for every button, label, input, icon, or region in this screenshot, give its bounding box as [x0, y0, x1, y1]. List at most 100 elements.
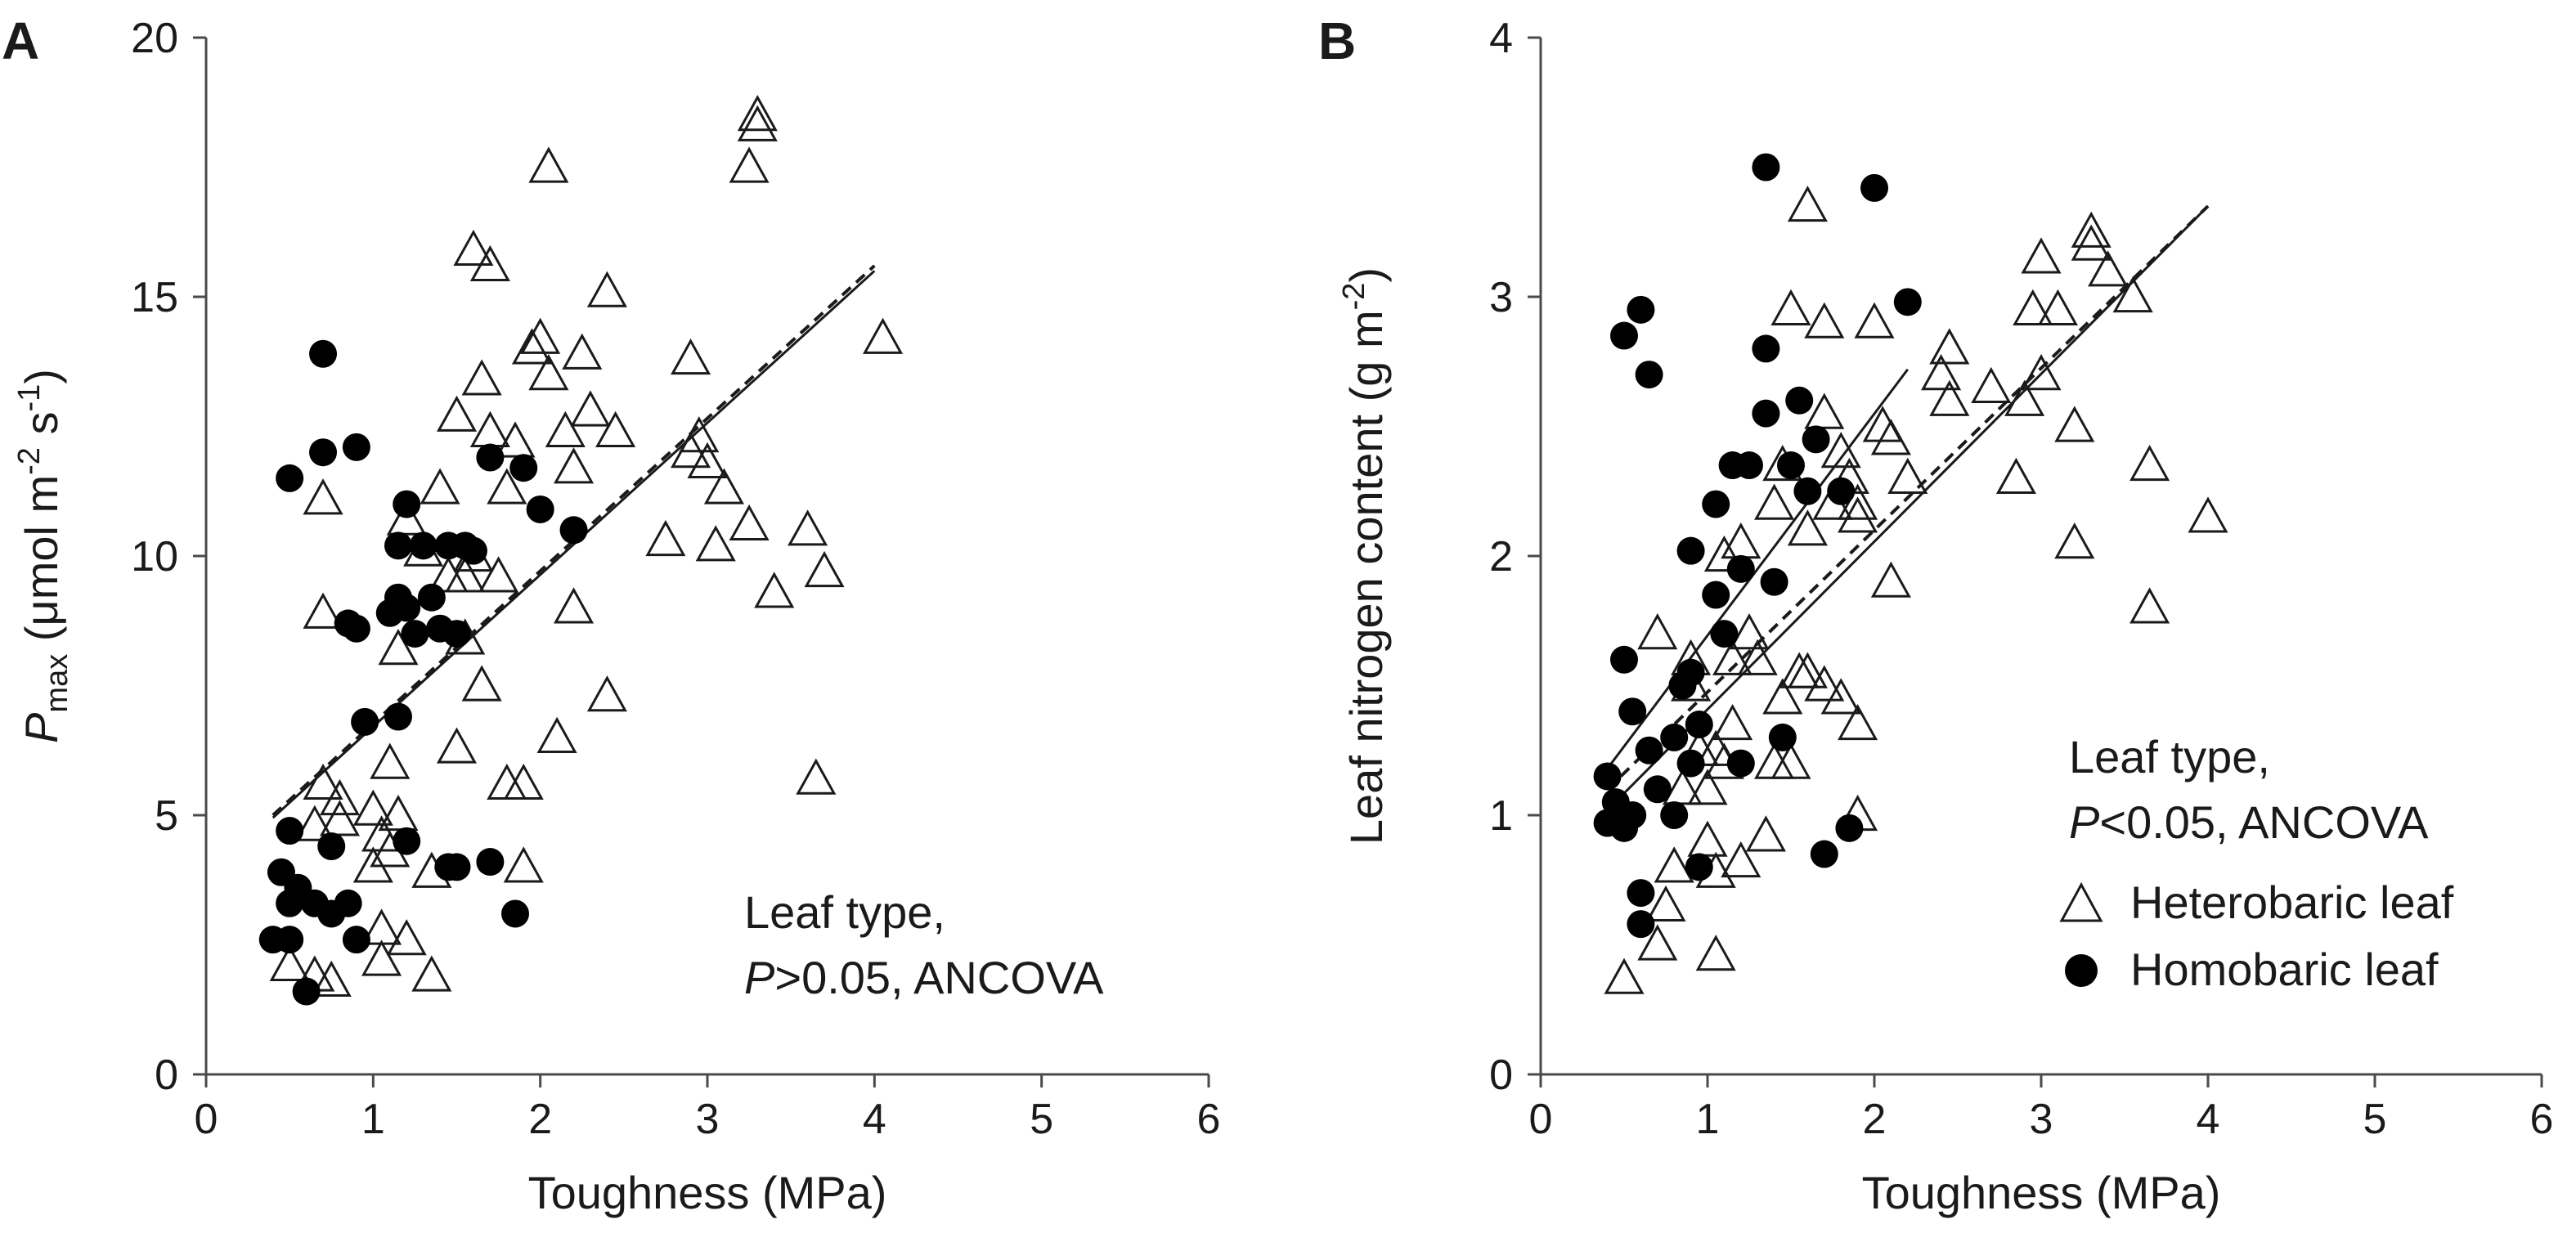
- homobaric-point: [1702, 581, 1730, 609]
- heterobaric-point: [729, 146, 770, 183]
- heterobaric-point: [461, 359, 502, 396]
- heterobaric-point: [2013, 289, 2053, 325]
- homobaric-point: [1610, 321, 1638, 350]
- x-tick-label: 1: [361, 1096, 385, 1143]
- heterobaric-point: [1703, 535, 1744, 572]
- heterobaric-point: [1687, 820, 1728, 857]
- heterobaric-point: [1804, 392, 1845, 429]
- y-tick-label: 4: [1489, 15, 1513, 62]
- heterobaric-point: [2037, 289, 2078, 325]
- heterobaric-point: [1820, 432, 1861, 469]
- homobaric-point: [1593, 762, 1622, 791]
- panel-a-y-ticks: 0 5 10 15 20: [131, 15, 206, 1099]
- heterobaric-point: [1721, 522, 1761, 559]
- homobaric-point: [1676, 658, 1705, 687]
- heterobaric-point: [536, 716, 577, 753]
- heterobaric-point: [729, 504, 770, 541]
- homobaric-point: [292, 977, 321, 1006]
- heterobaric-point: [1971, 366, 2012, 404]
- homobaric-point: [1810, 840, 1838, 868]
- homobaric-point: [1710, 620, 1739, 648]
- homobaric-point: [442, 853, 471, 881]
- heterobaric-point: [863, 317, 904, 354]
- regression-line-solid: [1606, 204, 2210, 811]
- x-tick-label: 6: [2530, 1096, 2554, 1143]
- homobaric-point: [342, 433, 370, 461]
- heterobaric-point: [436, 727, 478, 764]
- heterobaric-point: [2112, 276, 2153, 313]
- heterobaric-point: [503, 763, 544, 800]
- panel-a-y-title-rest: (μmol m: [16, 475, 67, 654]
- homobaric-point: [1627, 879, 1655, 908]
- homobaric-point: [1893, 288, 1922, 316]
- heterobaric-point: [695, 525, 736, 562]
- heterobaric-point: [503, 846, 544, 883]
- homobaric-point: [317, 832, 346, 861]
- heterobaric-point: [788, 509, 828, 546]
- panel-a-annotation-line2: P>0.05, ANCOVA: [744, 952, 1104, 1003]
- homobaric-point: [1685, 711, 1713, 739]
- homobaric-point: [1635, 361, 1663, 389]
- heterobaric-point: [562, 333, 603, 370]
- homobaric-point: [1752, 153, 1780, 182]
- heterobaric-point: [2071, 224, 2112, 261]
- panel-a-x-ticks: 0 1 2 3 4 5 6: [195, 1074, 1220, 1143]
- panel-b-x-ticks: 0 1 2 3 4 5 6: [1529, 1074, 2554, 1143]
- heterobaric-point: [2054, 406, 2095, 442]
- heterobaric-point: [528, 354, 569, 391]
- legend-heterobaric-label: Heterobaric leaf: [2130, 877, 2454, 928]
- homobaric-point: [1618, 801, 1647, 829]
- heterobaric-point: [378, 629, 419, 666]
- y-tick-label: 10: [131, 533, 178, 581]
- homobaric-point: [342, 926, 370, 954]
- heterobaric-point: [2071, 211, 2112, 248]
- heterobaric-point: [586, 675, 627, 712]
- homobaric-point: [1635, 736, 1663, 765]
- x-tick-label: 2: [1863, 1096, 1887, 1143]
- homobaric-point: [309, 438, 338, 467]
- panel-a-y-title-end: ): [16, 369, 67, 384]
- x-tick-label: 5: [2363, 1096, 2387, 1143]
- homobaric-point: [351, 707, 379, 736]
- y-tick-label: 3: [1489, 274, 1513, 321]
- homobaric-point: [417, 583, 446, 612]
- homobaric-point: [384, 702, 412, 731]
- heterobaric-point: [2129, 587, 2170, 624]
- heterobaric-point: [453, 229, 494, 267]
- homobaric-point: [1610, 645, 1638, 674]
- heterobaric-point: [269, 944, 310, 981]
- homobaric-point: [1760, 567, 1788, 596]
- heterobaric-point: [1662, 769, 1703, 805]
- heterobaric-point: [737, 95, 778, 132]
- heterobaric-point: [553, 587, 595, 624]
- y-tick-label: 0: [155, 1051, 178, 1099]
- heterobaric-point: [1870, 419, 1911, 455]
- homobaric-point: [1627, 295, 1655, 324]
- y-tick-label: 2: [1489, 533, 1513, 581]
- heterobaric-point: [1787, 185, 1828, 222]
- x-tick-label: 5: [1030, 1096, 1053, 1143]
- heterobaric-point: [303, 478, 343, 515]
- heterobaric-point: [1604, 957, 1645, 994]
- panel-a-annotation-line1: Leaf type,: [744, 886, 945, 938]
- heterobaric-point: [303, 592, 343, 629]
- homobaric-point: [309, 339, 338, 368]
- heterobaric-point: [319, 778, 361, 816]
- homobaric-point: [1618, 697, 1647, 726]
- heterobaric-point: [1929, 379, 1970, 416]
- homobaric-point: [1660, 801, 1689, 829]
- panel-b-label: B: [1318, 11, 1356, 70]
- heterobaric-point: [352, 789, 393, 826]
- homobaric-point: [1768, 723, 1797, 751]
- heterobaric-point: [1854, 302, 1895, 339]
- heterobaric-point: [1745, 815, 1786, 852]
- heterobaric-point: [1887, 457, 1928, 494]
- regression-line-dashed: [1606, 204, 2210, 791]
- heterobaric-point: [1645, 885, 1686, 922]
- heterobaric-point: [1787, 652, 1828, 688]
- heterobaric-point: [679, 416, 720, 453]
- heterobaric-point: [2021, 237, 2062, 274]
- heterobaric-point: [595, 410, 636, 447]
- panel-b-legend: Heterobaric leaf Homobaric leaf: [2059, 877, 2454, 995]
- legend-homobaric-marker: [2065, 954, 2098, 987]
